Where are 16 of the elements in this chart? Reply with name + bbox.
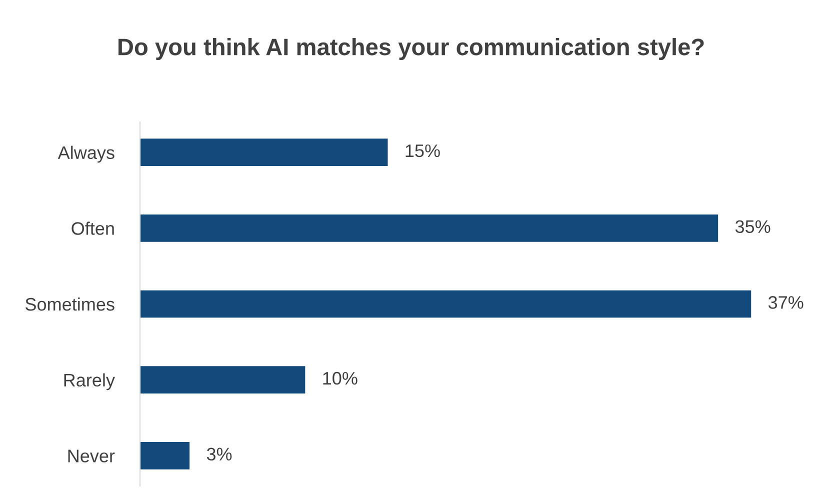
bar: [140, 442, 190, 470]
chart-title: Do you think AI matches your communication style?: [118, 38, 704, 60]
bar: [140, 138, 388, 166]
y-tick-label: Sometimes: [26, 297, 114, 311]
bar: [140, 290, 752, 318]
data-label: 35%: [735, 220, 770, 234]
data-label: 15%: [406, 144, 440, 158]
data-label: 3%: [206, 448, 232, 461]
data-label: 37%: [768, 296, 804, 309]
y-tick-label: Never: [68, 450, 115, 462]
bar: [140, 366, 306, 394]
y-tick-label: Often: [72, 222, 114, 235]
y-tick-label: Rarely: [64, 373, 115, 390]
bar: [140, 214, 718, 242]
y-tick-label: Always: [58, 146, 114, 163]
data-label: 10%: [323, 372, 358, 385]
